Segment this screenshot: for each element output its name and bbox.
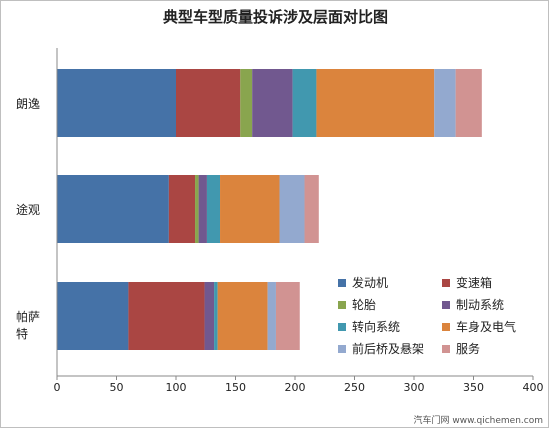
x-tick-label: 50 — [109, 381, 124, 394]
x-tick-label: 200 — [284, 381, 306, 394]
bar-segment-0-6 — [434, 69, 456, 137]
bar-segment-2-0 — [57, 282, 129, 350]
legend-swatch — [442, 300, 450, 309]
bar-segment-0-1 — [176, 69, 241, 137]
chart-legend: 发动机 变速箱轮胎 制动系统转向系统 车身及电气前后桥及悬架 服务 — [338, 274, 546, 357]
bar-segment-1-3 — [198, 175, 207, 243]
legend-label: 服务 — [456, 342, 481, 356]
category-label: 朗逸 — [16, 97, 41, 111]
watermark-text: 汽车门网 www.qichemen.com — [413, 416, 543, 426]
category-label: 帕萨特 — [16, 310, 41, 341]
legend-label: 发动机 — [352, 276, 389, 290]
x-tick-label: 350 — [463, 381, 484, 394]
bar-segment-0-2 — [240, 69, 253, 137]
legend-item: 转向系统 — [338, 318, 442, 335]
bar-segment-1-1 — [168, 175, 196, 243]
legend-label: 前后桥及悬架 — [352, 342, 425, 356]
bar-segment-0-4 — [292, 69, 317, 137]
legend-label: 车身及电气 — [456, 320, 517, 334]
chart-title: 典型车型质量投诉涉及层面对比图 — [162, 8, 388, 26]
legend-item: 服务 — [442, 340, 546, 357]
bar-segment-2-1 — [128, 282, 205, 350]
legend-swatch — [338, 344, 346, 353]
bar-segment-0-7 — [455, 69, 482, 137]
legend-item: 车身及电气 — [442, 318, 546, 335]
legend-item: 前后桥及悬架 — [338, 340, 442, 357]
bar-segment-0-0 — [57, 69, 176, 137]
legend-label: 转向系统 — [352, 320, 401, 334]
bar-segment-0-3 — [252, 69, 293, 137]
category-label: 途观 — [16, 203, 41, 217]
x-tick-label: 250 — [344, 381, 365, 394]
legend-swatch — [338, 322, 346, 331]
x-tick-label: 300 — [403, 381, 425, 394]
legend-item: 变速箱 — [442, 274, 546, 291]
bar-segment-1-0 — [57, 175, 169, 243]
legend-item: 轮胎 — [338, 296, 442, 313]
legend-label: 轮胎 — [352, 298, 377, 312]
bar-segment-2-4 — [214, 282, 218, 350]
legend-swatch — [338, 278, 346, 287]
legend-swatch — [442, 278, 450, 287]
x-tick-label: 150 — [225, 381, 246, 394]
bar-segment-0-5 — [316, 69, 435, 137]
legend-swatch — [442, 322, 450, 331]
bar-segment-2-3 — [204, 282, 215, 350]
bar-segment-2-7 — [275, 282, 300, 350]
legend-item: 制动系统 — [442, 296, 546, 313]
x-tick-label: 100 — [165, 381, 187, 394]
bar-segment-1-4 — [206, 175, 221, 243]
bar-segment-1-5 — [220, 175, 280, 243]
bar-segment-1-2 — [195, 175, 199, 243]
bar-segment-1-7 — [304, 175, 319, 243]
x-tick-label: 400 — [522, 381, 544, 394]
legend-swatch — [442, 344, 450, 353]
x-tick-label: 0 — [53, 381, 61, 394]
bar-segment-1-6 — [279, 175, 305, 243]
legend-label: 制动系统 — [456, 298, 505, 312]
legend-label: 变速箱 — [456, 276, 493, 290]
legend-item: 发动机 — [338, 274, 442, 291]
legend-swatch — [338, 300, 346, 309]
bar-segment-2-6 — [267, 282, 276, 350]
bar-segment-2-5 — [217, 282, 268, 350]
